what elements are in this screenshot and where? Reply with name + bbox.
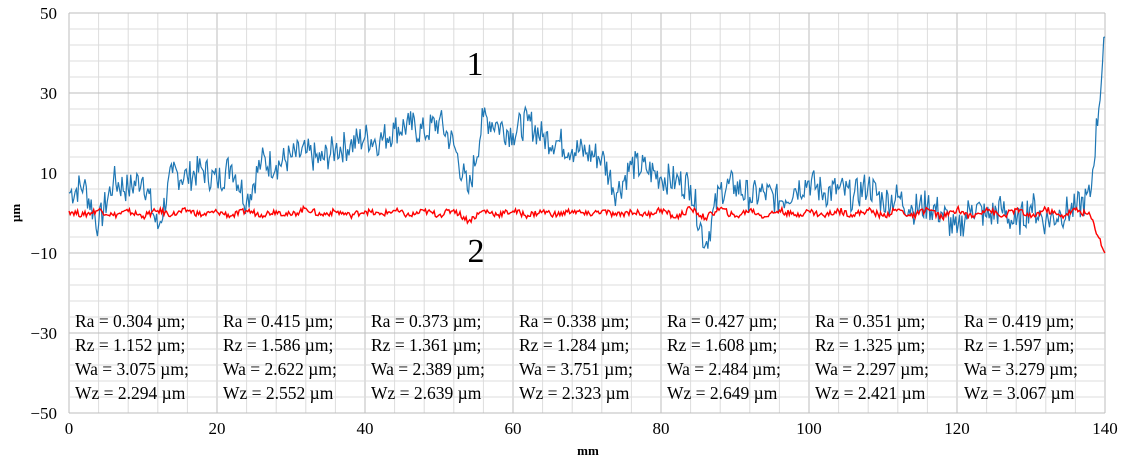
parameter-cell: Wa = 3.751 µm;	[519, 359, 633, 379]
parameter-cell: Wz = 3.067 µm	[964, 383, 1075, 403]
parameter-cell: Ra = 0.351 µm;	[815, 311, 926, 331]
x-tick-label: 120	[944, 419, 970, 438]
parameter-cell: Wa = 2.389 µm;	[371, 359, 485, 379]
parameter-cell: Wa = 2.297 µm;	[815, 359, 929, 379]
y-tick-label: 50	[40, 4, 57, 23]
y-tick-label: −50	[30, 404, 57, 423]
parameter-cell: Rz = 1.284 µm;	[519, 335, 630, 355]
x-tick-label: 60	[505, 419, 522, 438]
tick-labels: 0 20 40 60 80 100 120 140 50 30 10 −10 −30 −50	[30, 4, 1117, 438]
curve-label-2: 2	[468, 233, 485, 270]
series-line-1	[68, 36, 1106, 249]
parameter-cell: Wz = 2.421 µm	[815, 383, 926, 403]
parameter-cell: Ra = 0.373 µm;	[371, 311, 482, 331]
y-tick-label: 10	[40, 164, 57, 183]
parameter-cell: Ra = 0.427 µm;	[667, 311, 778, 331]
x-tick-label: 100	[796, 419, 822, 438]
series-lines	[68, 36, 1106, 254]
parameter-cell: Ra = 0.419 µm;	[964, 311, 1075, 331]
parameter-cell: Wz = 2.649 µm	[667, 383, 778, 403]
parameter-cell: Wa = 3.279 µm;	[964, 359, 1078, 379]
x-axis-label: mm	[577, 443, 599, 458]
parameter-cell: Wa = 2.622 µm;	[223, 359, 337, 379]
x-tick-label: 20	[209, 419, 226, 438]
parameter-cell: Wa = 2.484 µm;	[667, 359, 781, 379]
curve-label-1: 1	[467, 46, 484, 83]
parameter-cell: Wa = 3.075 µm;	[75, 359, 189, 379]
parameter-cell: Wz = 2.552 µm	[223, 383, 334, 403]
parameter-cell: Wz = 2.639 µm	[371, 383, 482, 403]
grid	[68, 12, 1106, 414]
parameter-cell: Rz = 1.361 µm;	[371, 335, 482, 355]
parameter-cell: Ra = 0.338 µm;	[519, 311, 630, 331]
parameter-cell: Rz = 1.325 µm;	[815, 335, 926, 355]
parameter-cell: Wz = 2.294 µm	[75, 383, 186, 403]
y-axis-label: µm	[8, 204, 23, 222]
parameter-cell: Rz = 1.608 µm;	[667, 335, 778, 355]
parameter-cell: Ra = 0.304 µm;	[75, 311, 186, 331]
parameter-cell: Rz = 1.586 µm;	[223, 335, 334, 355]
y-tick-label: −30	[30, 324, 57, 343]
parameter-cell: Wz = 2.323 µm	[519, 383, 630, 403]
parameter-cell: Rz = 1.152 µm;	[75, 335, 186, 355]
x-tick-label: 80	[653, 419, 670, 438]
roughness-parameters-table: Ra = 0.304 µm; Ra = 0.415 µm; Ra = 0.373 µ…	[72, 309, 1105, 405]
parameter-cell: Rz = 1.597 µm;	[964, 335, 1075, 355]
x-tick-label: 0	[65, 419, 74, 438]
parameter-cell: Ra = 0.415 µm;	[223, 311, 334, 331]
y-tick-label: −10	[30, 244, 57, 263]
x-tick-label: 140	[1092, 419, 1118, 438]
y-tick-label: 30	[40, 84, 57, 103]
x-tick-label: 40	[357, 419, 374, 438]
